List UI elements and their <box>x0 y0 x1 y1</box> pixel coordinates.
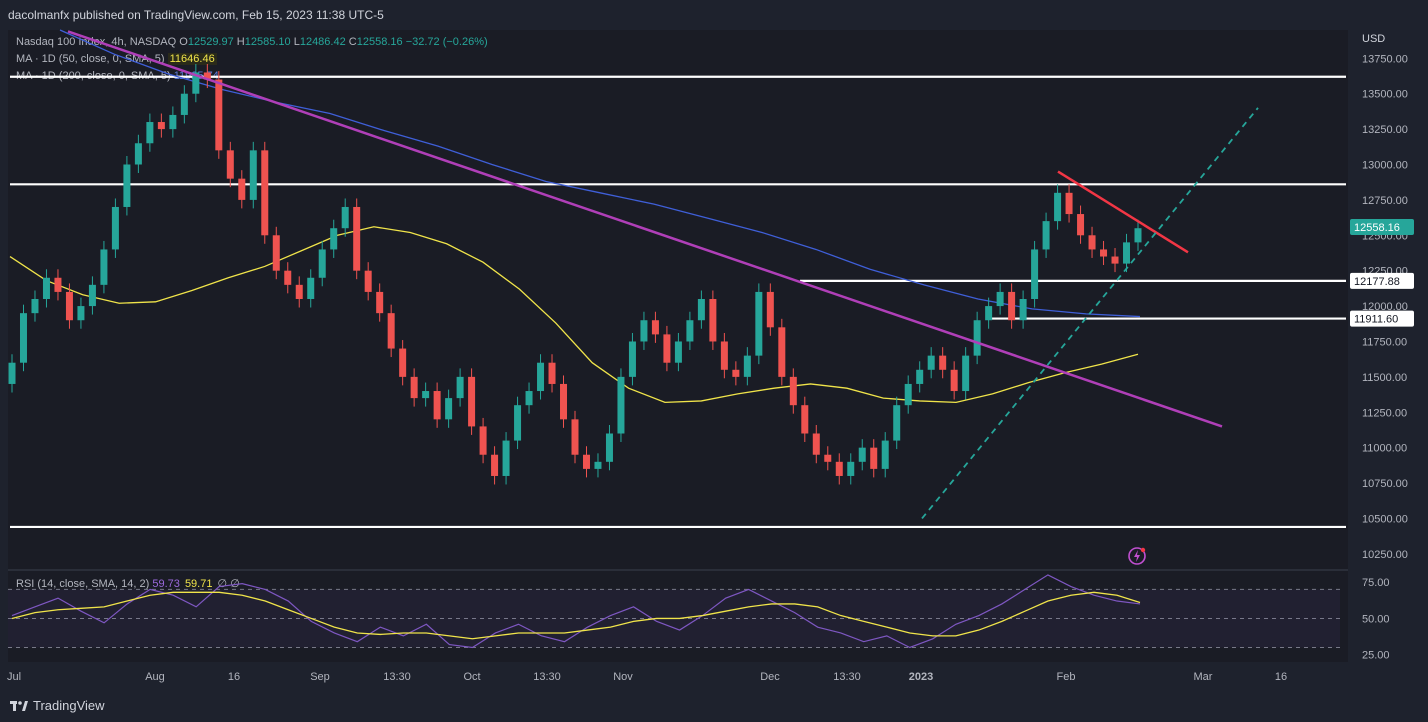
close-label: C <box>348 36 357 48</box>
time-axis-tick: 13:30 <box>383 671 411 683</box>
price-axis-tick: 12500.00 <box>1362 230 1408 242</box>
ma200-label: MA · 1D (200, close, 0, SMA, 5) <box>16 70 171 82</box>
tradingview-logo[interactable]: TradingView <box>10 698 105 713</box>
price-axis-tick: 13750.00 <box>1362 53 1408 65</box>
lightning-alert-icon[interactable] <box>1126 545 1148 567</box>
open-value: 12529.97 <box>187 36 234 48</box>
time-axis-tick: Nov <box>613 671 633 683</box>
legend-symbol-row[interactable]: Nasdaq 100 Index, 4h, NASDAQ O12529.97 H… <box>16 34 488 51</box>
price-tag <box>1350 310 1414 327</box>
close-value: 12558.16 <box>356 36 403 48</box>
rsi-axis-tick: 75.00 <box>1362 577 1390 589</box>
legend-ma50-row[interactable]: MA · 1D (50, close, 0, SMA, 5) 11646.46 <box>16 51 488 68</box>
rsi-axis-tick: 50.00 <box>1362 613 1390 625</box>
price-tag <box>1350 219 1414 236</box>
time-axis-tick: Jul <box>7 671 21 683</box>
ma50-value: 11646.46 <box>167 53 217 65</box>
price-axis-tick: 12250.00 <box>1362 266 1408 278</box>
rsi-label: RSI (14, close, SMA, 14, 2) <box>16 578 150 590</box>
price-axis-tick: 10500.00 <box>1362 513 1408 525</box>
high-label: H <box>236 36 245 48</box>
price-axis-tick: 13250.00 <box>1362 124 1408 136</box>
price-axis-tick: 13000.00 <box>1362 160 1408 172</box>
change-value: −32.72 (−0.26%) <box>405 36 488 48</box>
time-axis-tick: Aug <box>145 671 165 683</box>
price-tag <box>1350 272 1414 289</box>
ma200-value: 11925.74 <box>173 70 219 82</box>
time-axis-tick: Mar <box>1194 671 1213 683</box>
rsi-legend[interactable]: RSI (14, close, SMA, 14, 2) 59.73 59.71 … <box>16 577 240 590</box>
rsi-ma-value: 59.71 <box>184 578 213 590</box>
time-axis-tick: 13:30 <box>833 671 861 683</box>
open-label: O <box>179 36 188 48</box>
publisher-credit: dacolmanfx published on TradingView.com,… <box>8 8 384 22</box>
legend-ma200-row[interactable]: MA · 1D (200, close, 0, SMA, 5) 11925.74 <box>16 68 488 85</box>
symbol-name: Nasdaq 100 Index, 4h, NASDAQ <box>16 36 177 48</box>
rsi-empty-value-1: ∅ <box>217 578 228 590</box>
price-tag-label: 12558.16 <box>1354 222 1400 234</box>
series-legend: Nasdaq 100 Index, 4h, NASDAQ O12529.97 H… <box>16 34 488 85</box>
price-axis-tick: 12000.00 <box>1362 301 1408 313</box>
plot-area[interactable] <box>8 30 1348 662</box>
time-axis-tick: 16 <box>1275 671 1287 683</box>
rsi-empty-value-2: ∅ <box>230 578 240 590</box>
price-axis-tick: 11000.00 <box>1362 443 1407 455</box>
price-axis-tick: 11250.00 <box>1362 407 1407 419</box>
time-axis-tick: Feb <box>1057 671 1076 683</box>
brand-label: TradingView <box>33 698 105 713</box>
ma50-label: MA · 1D (50, close, 0, SMA, 5) <box>16 53 165 65</box>
price-axis-tick: 11500.00 <box>1362 372 1407 384</box>
price-axis-tick: 13500.00 <box>1362 89 1408 101</box>
time-axis-tick: 13:30 <box>533 671 561 683</box>
time-axis-tick: 2023 <box>909 671 933 683</box>
time-axis-tick: Sep <box>310 671 330 683</box>
time-axis-tick: Dec <box>760 671 780 683</box>
high-value: 12585.10 <box>244 36 291 48</box>
tradingview-logo-icon <box>10 700 28 711</box>
rsi-value: 59.73 <box>152 578 180 590</box>
price-axis-tick: 10250.00 <box>1362 549 1408 561</box>
price-axis-tick: 12750.00 <box>1362 195 1408 207</box>
price-tag-label: 11911.60 <box>1354 314 1398 326</box>
time-axis-tick: Oct <box>463 671 480 683</box>
price-axis-tick: 11750.00 <box>1362 336 1407 348</box>
price-axis-tick: 10750.00 <box>1362 478 1408 490</box>
time-axis-tick: 16 <box>228 671 240 683</box>
price-tag-label: 12177.88 <box>1354 276 1400 288</box>
low-value: 12486.42 <box>299 36 346 48</box>
currency-label[interactable]: USD <box>1362 33 1386 45</box>
rsi-axis-tick: 25.00 <box>1362 650 1390 662</box>
